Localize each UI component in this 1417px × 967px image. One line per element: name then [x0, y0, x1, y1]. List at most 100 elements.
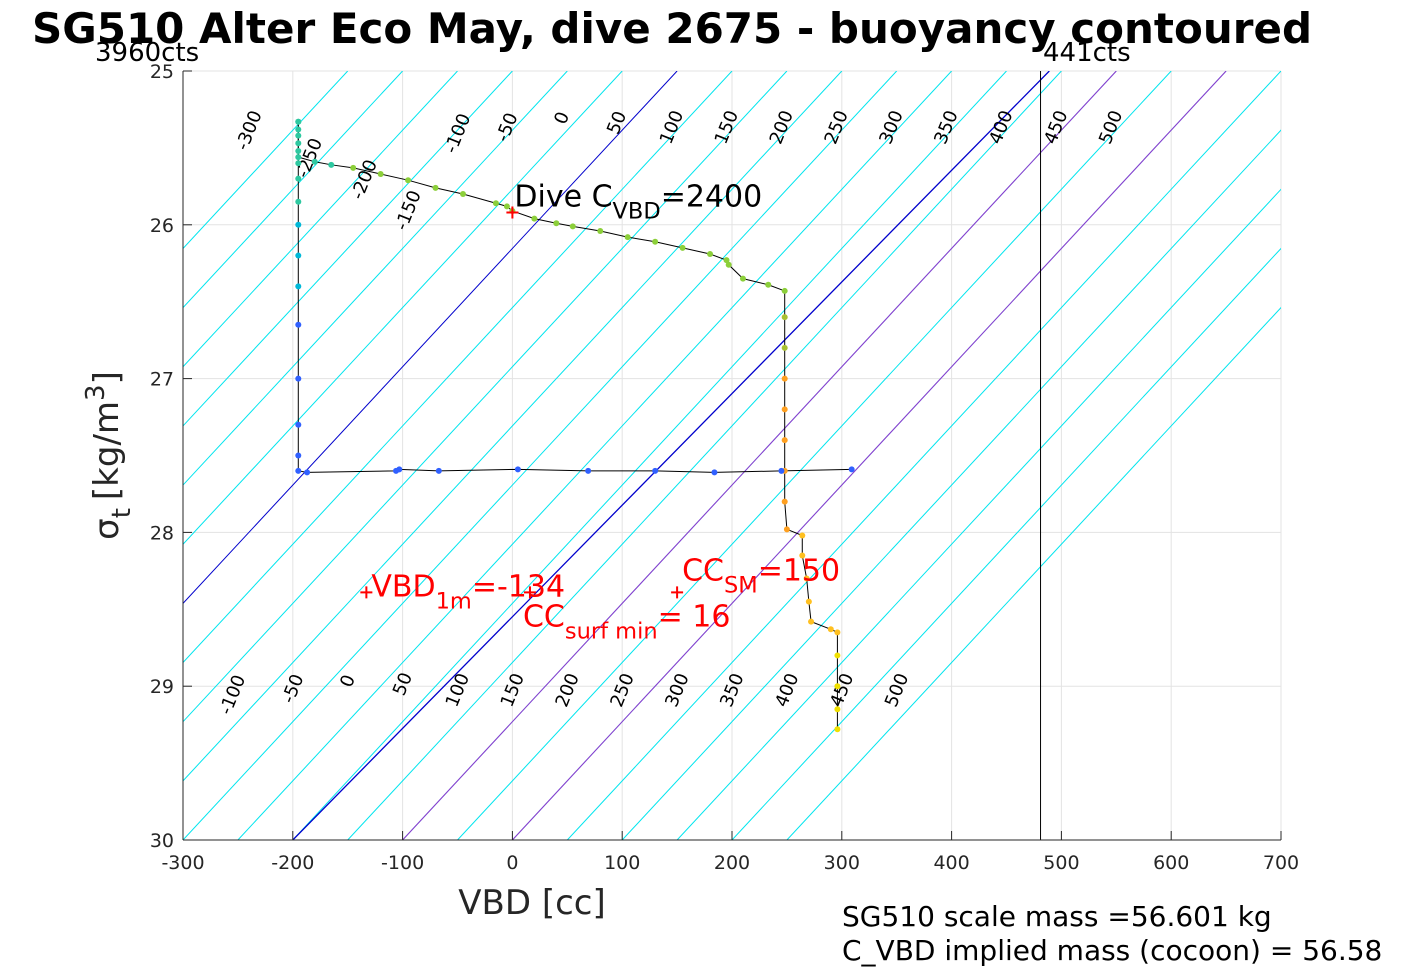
track-point: [781, 344, 788, 351]
x-tick-label: -200: [271, 852, 314, 874]
track-point: [848, 466, 855, 473]
track-point: [295, 132, 302, 139]
scale-mass-text: SG510 scale mass =56.601 kg: [842, 900, 1272, 933]
ascent-track-line: [297, 121, 852, 473]
cc-line: [402, 71, 1117, 840]
zero-buoyancy-line: [292, 71, 1050, 840]
left-counts-label: 3960cts: [95, 38, 200, 68]
y-tick-label: 26: [150, 215, 174, 237]
track-point: [328, 161, 335, 168]
contour-line: [183, 71, 898, 840]
track-point: [783, 526, 790, 533]
y-tick-label: 28: [150, 522, 174, 544]
track-point: [295, 452, 302, 459]
track-point: [295, 221, 302, 228]
track-point: [553, 220, 560, 227]
track-point: [295, 421, 302, 428]
x-tick-label: 300: [824, 852, 860, 874]
track-point: [781, 406, 788, 413]
contour-line: [731, 247, 1281, 840]
descent-track-line: [297, 121, 838, 730]
contour-line: [566, 71, 1281, 840]
x-tick-label: 700: [1263, 852, 1299, 874]
contour-line: [183, 71, 403, 309]
y-tick-label: 25: [150, 61, 174, 83]
contour-line: [676, 188, 1281, 840]
contour-line: [183, 71, 623, 545]
track-point: [808, 618, 815, 625]
contour-line: [183, 71, 733, 664]
y-tick-label: 30: [150, 830, 174, 852]
cc-line: [512, 71, 1227, 840]
track-point: [778, 467, 785, 474]
track-point: [531, 215, 538, 222]
track-point: [405, 177, 412, 184]
track-point: [585, 467, 592, 474]
track-point: [799, 552, 806, 559]
x-tick-label: -100: [381, 852, 424, 874]
track-point: [377, 171, 384, 178]
track-point: [834, 706, 841, 713]
contour-line: [183, 71, 349, 250]
track-point: [569, 223, 576, 230]
track-point: [803, 575, 810, 582]
track-point: [827, 626, 834, 633]
track-point: [781, 375, 788, 382]
track-point: [781, 498, 788, 505]
track-point: [432, 184, 439, 191]
track-point: [503, 203, 510, 210]
dive-cvbd-label: Dive CVBD=2400: [514, 179, 762, 224]
track-point: [781, 287, 788, 294]
contour-line: [183, 71, 458, 368]
track-point: [295, 283, 302, 290]
track-point: [781, 314, 788, 321]
contour-line: [183, 71, 843, 782]
track-point: [295, 126, 302, 133]
x-tick-label: 500: [1043, 852, 1079, 874]
track-point: [624, 234, 631, 241]
track-point: [295, 375, 302, 382]
track-point: [765, 281, 772, 288]
track-point: [781, 437, 788, 444]
track-point: [459, 191, 466, 198]
track-point: [652, 238, 659, 245]
track-point: [834, 652, 841, 659]
contour-line: [183, 71, 568, 486]
track-point: [679, 244, 686, 251]
track-point: [834, 726, 841, 733]
contour-line: [292, 71, 1007, 840]
x-tick-label: -300: [161, 852, 204, 874]
track-point: [652, 467, 659, 474]
track-point: [295, 147, 302, 154]
track-point: [723, 257, 730, 264]
track-point: [711, 469, 718, 476]
track-point: [311, 158, 318, 165]
track-point: [295, 140, 302, 147]
track-point: [295, 118, 302, 125]
track-point: [834, 683, 841, 690]
track-point: [393, 467, 400, 474]
contour-line: [237, 71, 952, 840]
x-tick-label: 600: [1153, 852, 1189, 874]
track-point: [295, 160, 302, 167]
contour-line: [786, 306, 1281, 840]
track-point: [834, 629, 841, 636]
x-tick-label: 100: [604, 852, 640, 874]
contour-line: [347, 71, 1062, 840]
y-tick-label: 27: [150, 369, 174, 391]
contour-line: [457, 71, 1172, 840]
track-point: [435, 467, 442, 474]
track-point: [304, 469, 311, 476]
implied-mass-text: C_VBD implied mass (cocoon) = 56.58: [842, 934, 1383, 967]
track-point: [295, 252, 302, 259]
buoyancy-chart: -300-250 -200-150-100 -50 0 50 100 150 200 250 30…: [81, 61, 1299, 923]
contour-lines: [183, 71, 1281, 840]
track-point: [707, 251, 714, 258]
contour-line: [621, 129, 1281, 840]
grid-lines: [182, 70, 1282, 841]
cc-surf-min-label: CCsurf min= 16: [523, 599, 731, 644]
x-tick-label: 400: [933, 852, 969, 874]
axes: -300 -200 -100 0 100 200 300 400 500 600 700 25 26 27…: [81, 61, 1299, 923]
track-point: [295, 467, 302, 474]
